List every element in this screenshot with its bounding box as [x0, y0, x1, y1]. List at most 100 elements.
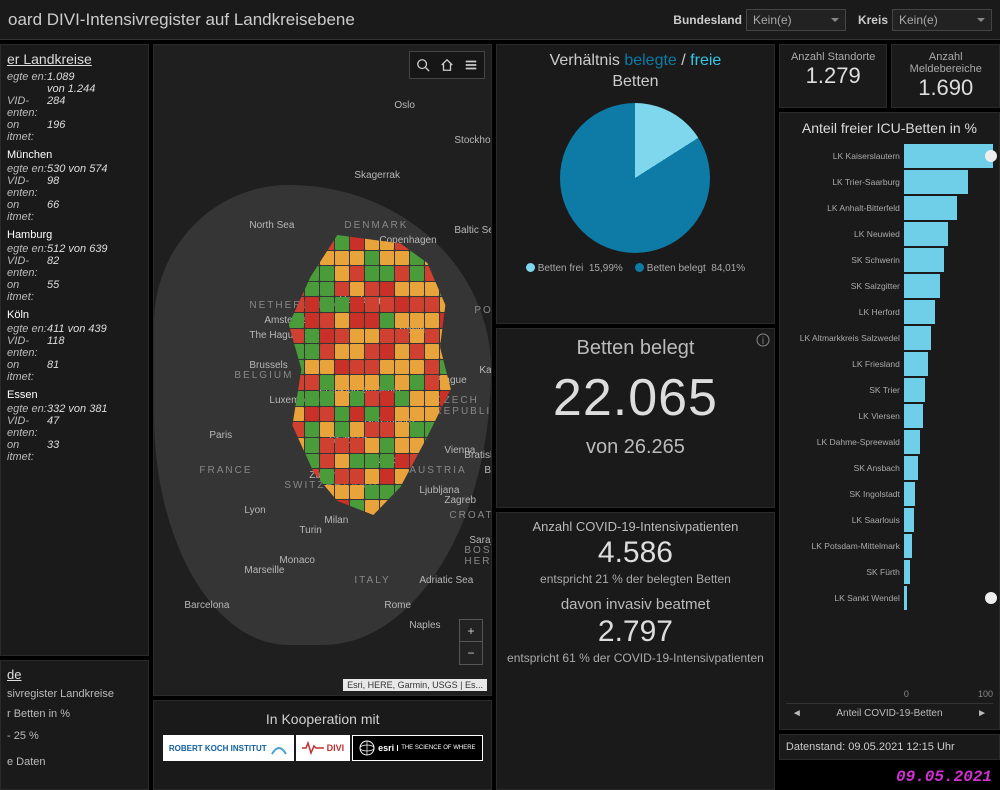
covid-l2: davon invasiv beatmet — [503, 596, 768, 613]
logo-rki: ROBERT KOCH INSTITUT — [163, 735, 294, 761]
district-item[interactable]: Münchenegte en:530 von 574VID-enten:98on… — [7, 149, 142, 223]
map-city-label: Budapest — [484, 465, 492, 476]
map-city-label: Milan — [324, 515, 348, 526]
pie-legend-free: Betten frei 15,99% — [526, 263, 623, 274]
main: er Landkreise egte en:1.089von 1.244VID-… — [0, 40, 1000, 790]
datestand-text: Datenstand: 09.05.2021 12:15 Uhr — [780, 735, 999, 759]
barchart-axis: 0 100 — [904, 687, 993, 699]
covid-panel: Anzahl COVID-19-Intensivpatienten 4.586 … — [496, 512, 775, 790]
district-item[interactable]: Kölnegte en:411 von 439VID-enten:118on i… — [7, 309, 142, 383]
mid-column: Verhältnis belegte / freie Betten Betten… — [496, 44, 775, 790]
districts-panel: er Landkreise egte en:1.089von 1.244VID-… — [0, 44, 149, 656]
svg-text:i: i — [762, 336, 764, 347]
filter-bundesland-label: Bundesland — [673, 13, 742, 27]
map-city-label: Baltic Sea — [454, 225, 492, 236]
dashboard-title: oard DIVI-Intensivregister auf Landkreis… — [8, 10, 661, 30]
map-country-label: BOSNIA AND HERZEGOVINA — [464, 545, 492, 567]
map-home-icon[interactable] — [436, 54, 458, 76]
barchart-nav-label: Anteil COVID-19-Betten — [836, 708, 942, 719]
legend-footer: e Daten — [7, 756, 142, 768]
map-zoom-out[interactable]: − — [460, 642, 482, 664]
barchart-body: LK KaiserslauternLK Trier-SaarburgLK Anh… — [786, 143, 993, 687]
filter-kreis-label: Kreis — [858, 13, 888, 27]
filter-bundesland-select[interactable]: Kein(e) — [746, 9, 846, 31]
map-country-label: AUSTRIA — [409, 465, 466, 476]
filter-kreis: Kreis Kein(e) — [858, 9, 992, 31]
barchart-row: LK Friesland — [786, 351, 993, 377]
map-zoom: + − — [459, 619, 483, 665]
datestand-panel: Datenstand: 09.05.2021 12:15 Uhr — [779, 734, 1000, 760]
coop-panel: In Kooperation mit ROBERT KOCH INSTITUT … — [153, 700, 492, 790]
map-city-label: Rome — [384, 600, 411, 611]
map-country-label: ITALY — [354, 575, 390, 586]
district-item[interactable]: Hamburgegte en:512 von 639VID-enten:82on… — [7, 229, 142, 303]
legend-sub2: r Betten in % — [7, 708, 142, 720]
barchart-prev-icon[interactable]: ◄ — [792, 708, 802, 719]
barchart-row: SK Ansbach — [786, 455, 993, 481]
barchart-row: LK Anhalt-Bitterfeld — [786, 195, 993, 221]
map-city-label: Oslo — [394, 100, 415, 111]
map-search-icon[interactable] — [412, 54, 434, 76]
map-city-label: Katowice — [479, 365, 492, 376]
barchart-panel: Anteil freier ICU-Betten in % LK Kaisers… — [779, 112, 1000, 730]
barchart-row: LK Neuwied — [786, 221, 993, 247]
barchart-row: SK Schwerin — [786, 247, 993, 273]
coop-logos: ROBERT KOCH INSTITUT DIVI esri THE SCIEN… — [160, 735, 485, 761]
barchart-title: Anteil freier ICU-Betten in % — [786, 119, 993, 137]
map-city-label: Naples — [409, 620, 440, 631]
beds-info-icon[interactable]: i — [756, 333, 770, 350]
map-layers-icon[interactable] — [460, 54, 482, 76]
slider-handle-bottom[interactable] — [985, 592, 997, 604]
right-column: Anzahl Standorte 1.279 Anzahl Meldeberei… — [779, 44, 1000, 790]
district-item[interactable]: egte en:1.089von 1.244VID-enten:284on it… — [7, 71, 142, 143]
covid-d2: entspricht 61 % der COVID-19-Intensivpat… — [503, 651, 768, 665]
datestamp: 09.05.2021 — [779, 764, 1000, 790]
stats-row: Anzahl Standorte 1.279 Anzahl Meldeberei… — [779, 44, 1000, 108]
filter-bundesland-value: Kein(e) — [753, 13, 792, 27]
legend-panel: de sivregister Landkreise r Betten in % … — [0, 660, 149, 790]
map-panel[interactable]: OsloStockholmCopenhagenAmsterdamThe Hagu… — [153, 44, 492, 696]
pie-panel: Verhältnis belegte / freie Betten Betten… — [496, 44, 775, 324]
map-zoom-in[interactable]: + — [460, 620, 482, 642]
map-city-label: Turin — [299, 525, 321, 536]
left-column: er Landkreise egte en:1.089von 1.244VID-… — [0, 44, 149, 790]
pie-title: Verhältnis belegte / freie Betten — [503, 51, 768, 93]
stat-areas: Anzahl Meldebereiche 1.690 — [891, 44, 1000, 108]
slider-handle-top[interactable] — [985, 150, 997, 162]
district-item[interactable]: Essenegte en:332 von 381VID-enten:47on i… — [7, 389, 142, 463]
map-attribution: Esri, HERE, Garmin, USGS | Es... — [343, 679, 487, 691]
filter-kreis-select[interactable]: Kein(e) — [892, 9, 992, 31]
beds-sub: von 26.265 — [503, 436, 768, 459]
legend-title: de — [7, 667, 142, 682]
map-city-label: Paris — [209, 430, 232, 441]
map-city-label: Barcelona — [184, 600, 229, 611]
map-city-label: Monaco — [279, 555, 315, 566]
pie-chart — [560, 103, 710, 253]
barchart-row: LK Sankt Wendel — [786, 585, 993, 611]
barchart-row: SK Fürth — [786, 559, 993, 585]
stat-areas-value: 1.690 — [898, 75, 993, 101]
map-country-label: DENMARK — [344, 220, 408, 231]
coop-title: In Kooperation mit — [160, 707, 485, 731]
districts-list: egte en:1.089von 1.244VID-enten:284on it… — [7, 71, 142, 463]
map-city-label: Adriatic Sea — [419, 575, 473, 586]
barchart-row: LK Dahme-Spreewald — [786, 429, 993, 455]
map-city-label: Bratislava — [464, 450, 492, 461]
barchart-next-icon[interactable]: ► — [977, 708, 987, 719]
pie-legend-occ: Betten belegt 84,01% — [635, 263, 745, 274]
map-city-label: Skagerrak — [354, 170, 400, 181]
barchart-row: LK Potsdam-Mittelmark — [786, 533, 993, 559]
stat-sites-label: Anzahl Standorte — [786, 51, 881, 63]
map-city-label: Stockholm — [454, 135, 492, 146]
map-country-label: POLAND — [474, 305, 492, 316]
covid-n1: 4.586 — [503, 536, 768, 570]
map-toolbar — [409, 51, 485, 79]
map-city-label: Zagreb — [444, 495, 476, 506]
districts-title: er Landkreise — [7, 51, 142, 67]
top-bar: oard DIVI-Intensivregister auf Landkreis… — [0, 0, 1000, 40]
pie-wrap — [503, 103, 768, 253]
filter-bundesland: Bundesland Kein(e) — [673, 9, 846, 31]
barchart-row: LK Saarlouis — [786, 507, 993, 533]
legend-bucket: - 25 % — [7, 730, 142, 742]
barchart-row: LK Viersen — [786, 403, 993, 429]
